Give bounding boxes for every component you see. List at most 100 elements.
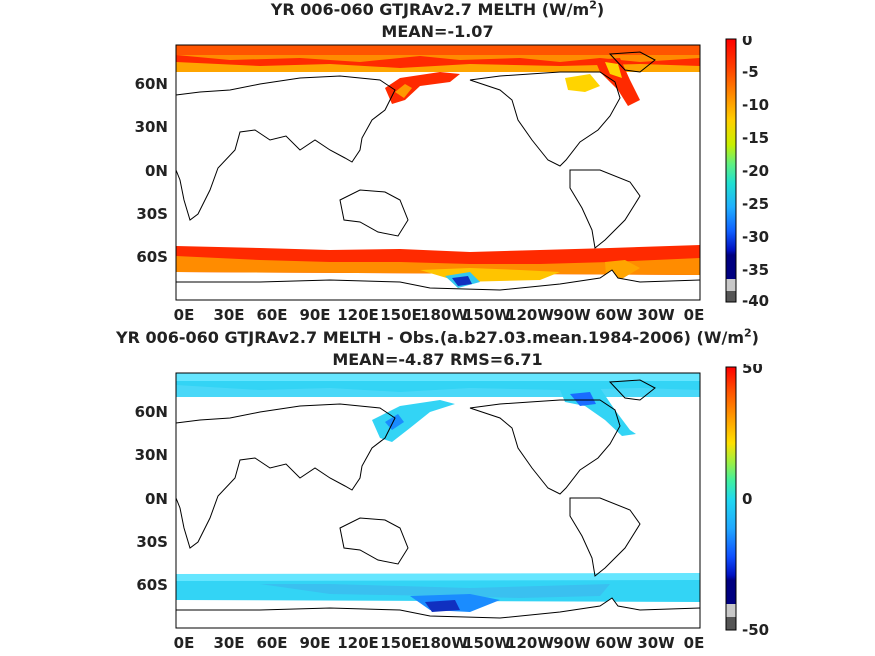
- lon-label: 60E: [256, 306, 287, 324]
- colorbar1-tick: -35: [742, 261, 769, 279]
- lon-label: 150W: [463, 306, 511, 324]
- colorbar2-tick: 50: [742, 364, 763, 377]
- lon-label: 180W: [420, 634, 468, 652]
- lat-label-30n: 30N: [135, 118, 168, 136]
- panel1-colorbar: 0 -5 -10 -15 -20 -25 -30 -35 -40: [725, 36, 769, 308]
- lat-label-30s: 30S: [136, 205, 168, 223]
- australia-coast: [339, 189, 409, 237]
- panel1-title-text: YR 006-060 GTJRAv2.7 MELTH (W/m: [270, 0, 590, 19]
- colorbar2-under-light: [726, 604, 736, 617]
- colorbar2-frame: [725, 366, 737, 631]
- eurasia-africa-coast: [175, 75, 396, 221]
- lon-label: 120E: [337, 306, 379, 324]
- antarctica-2: [176, 598, 700, 628]
- north-america-coast: [469, 71, 621, 167]
- antarctica: [176, 270, 700, 300]
- colorbar1-under-light: [726, 279, 736, 291]
- panel1-field: [176, 45, 700, 300]
- lon-label: 30E: [213, 306, 244, 324]
- okhotsk-diff-deep: [385, 414, 404, 430]
- greenland-coast: [608, 51, 656, 73]
- lon-label: 180W: [420, 306, 468, 324]
- greenland-coast-2: [608, 379, 656, 401]
- lon-label: 0E: [174, 306, 195, 324]
- lon-label: 90W: [553, 634, 591, 652]
- labrador-melt: [595, 58, 640, 106]
- panel1-lon-labels: 0E 30E 60E 90E 120E 150E 180W 150W 120W …: [174, 306, 705, 324]
- lon-label: 30E: [213, 634, 244, 652]
- lon-label: 90E: [299, 634, 330, 652]
- colorbar1-tick: -25: [742, 195, 769, 213]
- panel2-title-sup: 2: [744, 326, 752, 340]
- lat-label-60n: 60N: [135, 403, 168, 421]
- colorbar2-tick: 0: [742, 490, 752, 508]
- southern-diff-inner: [260, 584, 610, 598]
- panel2-map: 60N 30N 0N 30S 60S 0E 30E 60E 90E 120E 1…: [135, 372, 705, 652]
- colorbar1-tick: 0: [742, 36, 752, 49]
- lon-label: 90E: [299, 306, 330, 324]
- lon-label: 0E: [684, 306, 705, 324]
- colorbar1-ticks: 0 -5 -10 -15 -20 -25 -30 -35 -40: [742, 36, 769, 308]
- panel2-title-text: YR 006-060 GTJRAv2.7 MELTH - Obs.(a.b27.…: [116, 328, 745, 347]
- colorbar1-tick: -5: [742, 63, 759, 81]
- panel2-mean-rms: MEAN=-4.87 RMS=6.71: [332, 350, 543, 369]
- panel1-map: 60N 30N 0N 30S 60S 0E 30E 60E 90E 120E 1…: [135, 44, 705, 324]
- colorbar1-frame: [725, 38, 737, 303]
- panel2-coastlines: [175, 379, 701, 619]
- australia-coast-2: [339, 517, 409, 565]
- arctic-orange: [176, 62, 700, 72]
- okhotsk-inner: [395, 84, 412, 98]
- hudson-bay: [565, 74, 600, 92]
- arctic-diff-top: [176, 373, 700, 381]
- lon-label: 30W: [637, 634, 675, 652]
- colorbar2-gradient: [726, 367, 736, 604]
- panel2-title-close: ): [751, 328, 759, 347]
- antarctica-coast: [176, 269, 701, 291]
- lon-label: 120W: [506, 306, 554, 324]
- lon-label: 150E: [380, 634, 422, 652]
- lon-label: 60W: [595, 634, 633, 652]
- arctic-band-top: [176, 45, 700, 55]
- lat-label-60s: 60S: [136, 248, 168, 266]
- panel1-title-sup: 2: [589, 0, 597, 12]
- lat-label-30s: 30S: [136, 533, 168, 551]
- antarctica-coast-2: [176, 597, 701, 619]
- panel2-lat-labels: 60N 30N 0N 30S 60S: [135, 403, 168, 594]
- lat-label-30n: 30N: [135, 446, 168, 464]
- ross-diff-deep: [425, 600, 460, 612]
- lon-label: 0E: [174, 634, 195, 652]
- okhotsk-melt: [385, 72, 460, 104]
- colorbar1-tick: -10: [742, 96, 769, 114]
- north-america-coast-2: [469, 399, 621, 495]
- panel1-title-close: ): [596, 0, 605, 19]
- colorbar2-under-dark: [726, 617, 736, 630]
- lat-label-0n: 0N: [145, 490, 168, 508]
- panel1-mean: MEAN=-1.07: [381, 22, 494, 41]
- south-america-coast: [569, 169, 641, 249]
- panel2-field: [176, 373, 700, 628]
- panel1-lat-labels: 60N 30N 0N 30S 60S: [135, 75, 168, 266]
- panel2-colorbar: 50 0 -50: [725, 364, 769, 636]
- okhotsk-diff: [372, 400, 455, 442]
- south-america-coast-2: [569, 497, 641, 577]
- lat-label-60s: 60S: [136, 576, 168, 594]
- colorbar2-tick: -50: [742, 621, 769, 636]
- baffin-yellow: [605, 62, 622, 78]
- colorbar1-under-dark: [726, 291, 736, 302]
- colorbar1-tick: -15: [742, 129, 769, 147]
- lon-label: 30W: [637, 306, 675, 324]
- southern-orange: [176, 256, 700, 275]
- lon-label: 150E: [380, 306, 422, 324]
- lon-label: 0E: [684, 634, 705, 652]
- colorbar1-tick: -40: [742, 292, 769, 308]
- lon-label: 60W: [595, 306, 633, 324]
- panel1-title: YR 006-060 GTJRAv2.7 MELTH (W/m2): [0, 0, 875, 20]
- eurasia-africa-coast-2: [175, 403, 396, 549]
- lon-label: 150W: [463, 634, 511, 652]
- baffin-diff-deep: [570, 392, 596, 406]
- lat-label-0n: 0N: [145, 162, 168, 180]
- panel1-frame: [175, 44, 701, 301]
- lon-label: 120W: [506, 634, 554, 652]
- colorbar1-tick: -30: [742, 228, 769, 246]
- panel1-coastlines: [175, 51, 701, 291]
